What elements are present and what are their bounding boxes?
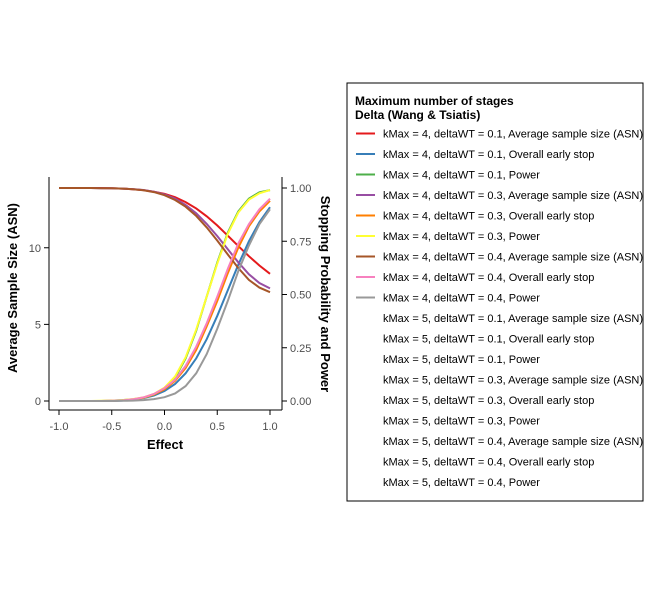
y-right-tick-label: 0.50 <box>290 290 311 302</box>
legend-label: kMax = 4, deltaWT = 0.1, Power <box>383 170 540 182</box>
y-left-tick-label: 5 <box>35 319 41 331</box>
y-left-tick-label: 0 <box>35 396 41 408</box>
y-axis-right-ticks: 0.00 0.25 0.50 0.75 1.00 <box>282 183 311 408</box>
legend-label: kMax = 5, deltaWT = 0.3, Overall early s… <box>383 395 594 407</box>
x-tick-label: 0.0 <box>157 421 172 433</box>
y-axis-right-title: Stopping Probability and Power <box>318 196 333 392</box>
x-tick-label: -0.5 <box>102 421 121 433</box>
legend-label: kMax = 5, deltaWT = 0.1, Power <box>383 354 540 366</box>
y-right-tick-label: 0.75 <box>290 236 311 248</box>
y-axis-left-ticks: 0 5 10 <box>29 243 49 408</box>
legend: Maximum number of stages Delta (Wang & T… <box>346 82 644 502</box>
legend-label: kMax = 4, deltaWT = 0.3, Overall early s… <box>383 211 594 223</box>
legend-label: kMax = 5, deltaWT = 0.1, Average sample … <box>383 313 643 325</box>
legend-title-line-1: Maximum number of stages <box>355 94 514 108</box>
legend-label: kMax = 4, deltaWT = 0.3, Average sample … <box>383 190 643 202</box>
plot-area: -1.0 -0.5 0.0 0.5 1.0 0 5 10 0.00 0.25 0.50 0.75 1… <box>5 177 333 452</box>
x-axis-title: Effect <box>147 437 184 452</box>
series-lines <box>59 187 271 402</box>
legend-label: kMax = 5, deltaWT = 0.1, Overall early s… <box>383 334 594 346</box>
legend-label: kMax = 5, deltaWT = 0.3, Power <box>383 416 540 428</box>
series-line-2 <box>59 206 271 402</box>
y-left-tick-label: 10 <box>29 243 41 255</box>
series-line-6 <box>59 189 271 402</box>
legend-label: kMax = 4, deltaWT = 0.1, Overall early s… <box>383 149 594 161</box>
x-tick-label: 0.5 <box>210 421 225 433</box>
x-tick-label: -1.0 <box>50 421 69 433</box>
legend-label: kMax = 4, deltaWT = 0.3, Power <box>383 231 540 243</box>
series-line-3 <box>59 189 271 402</box>
legend-box <box>346 82 644 502</box>
y-axis-left-title: Average Sample Size (ASN) <box>5 203 20 373</box>
legend-title-line-2: Delta (Wang & Tsiatis) <box>355 108 480 122</box>
series-line-5 <box>59 200 271 402</box>
series-line-9 <box>59 208 271 402</box>
legend-label: kMax = 4, deltaWT = 0.4, Power <box>383 293 540 305</box>
y-right-tick-label: 0.00 <box>290 396 311 408</box>
legend-entries: kMax = 4, deltaWT = 0.1, Average sample … <box>356 129 643 489</box>
y-right-tick-label: 1.00 <box>290 183 311 195</box>
x-axis-ticks: -1.0 -0.5 0.0 0.5 1.0 <box>50 410 278 433</box>
y-right-tick-label: 0.25 <box>290 343 311 355</box>
legend-label: kMax = 4, deltaWT = 0.4, Overall early s… <box>383 272 594 284</box>
legend-label: kMax = 5, deltaWT = 0.4, Average sample … <box>383 436 643 448</box>
series-line-7 <box>59 187 271 294</box>
x-tick-label: 1.0 <box>262 421 277 433</box>
legend-label: kMax = 4, deltaWT = 0.1, Average sample … <box>383 129 643 141</box>
legend-label: kMax = 5, deltaWT = 0.4, Overall early s… <box>383 457 594 469</box>
legend-label: kMax = 5, deltaWT = 0.3, Average sample … <box>383 375 643 387</box>
legend-label: kMax = 5, deltaWT = 0.4, Power <box>383 477 540 489</box>
legend-label: kMax = 4, deltaWT = 0.4, Average sample … <box>383 252 643 264</box>
series-line-8 <box>59 197 271 402</box>
